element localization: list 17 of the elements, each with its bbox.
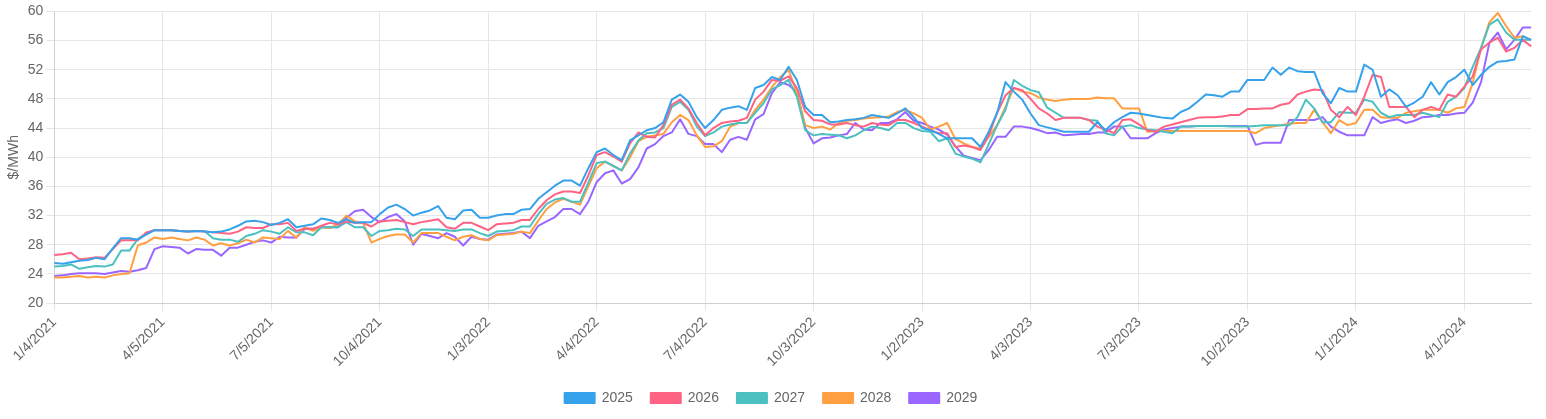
y-tick-label: 60: [27, 2, 44, 19]
y-axis-title: $/MWh: [5, 135, 22, 180]
legend-label: 2028: [860, 388, 892, 405]
legend-label: 2027: [773, 388, 806, 405]
y-tick-label: 32: [27, 206, 44, 223]
y-tick-label: 52: [27, 60, 44, 77]
legend-label: 2025: [601, 388, 633, 405]
y-tick-label: 24: [27, 264, 44, 281]
legend-label: 2026: [687, 388, 720, 405]
y-tick-label: 20: [27, 293, 44, 310]
y-tick-label: 28: [27, 235, 44, 252]
y-tick-label: 48: [27, 89, 44, 106]
y-tick-label: 36: [27, 177, 44, 194]
legend-label: 2029: [946, 388, 978, 405]
y-tick-label: 40: [27, 148, 44, 165]
y-tick-label: 56: [27, 31, 44, 48]
y-tick-label: 44: [27, 118, 44, 135]
